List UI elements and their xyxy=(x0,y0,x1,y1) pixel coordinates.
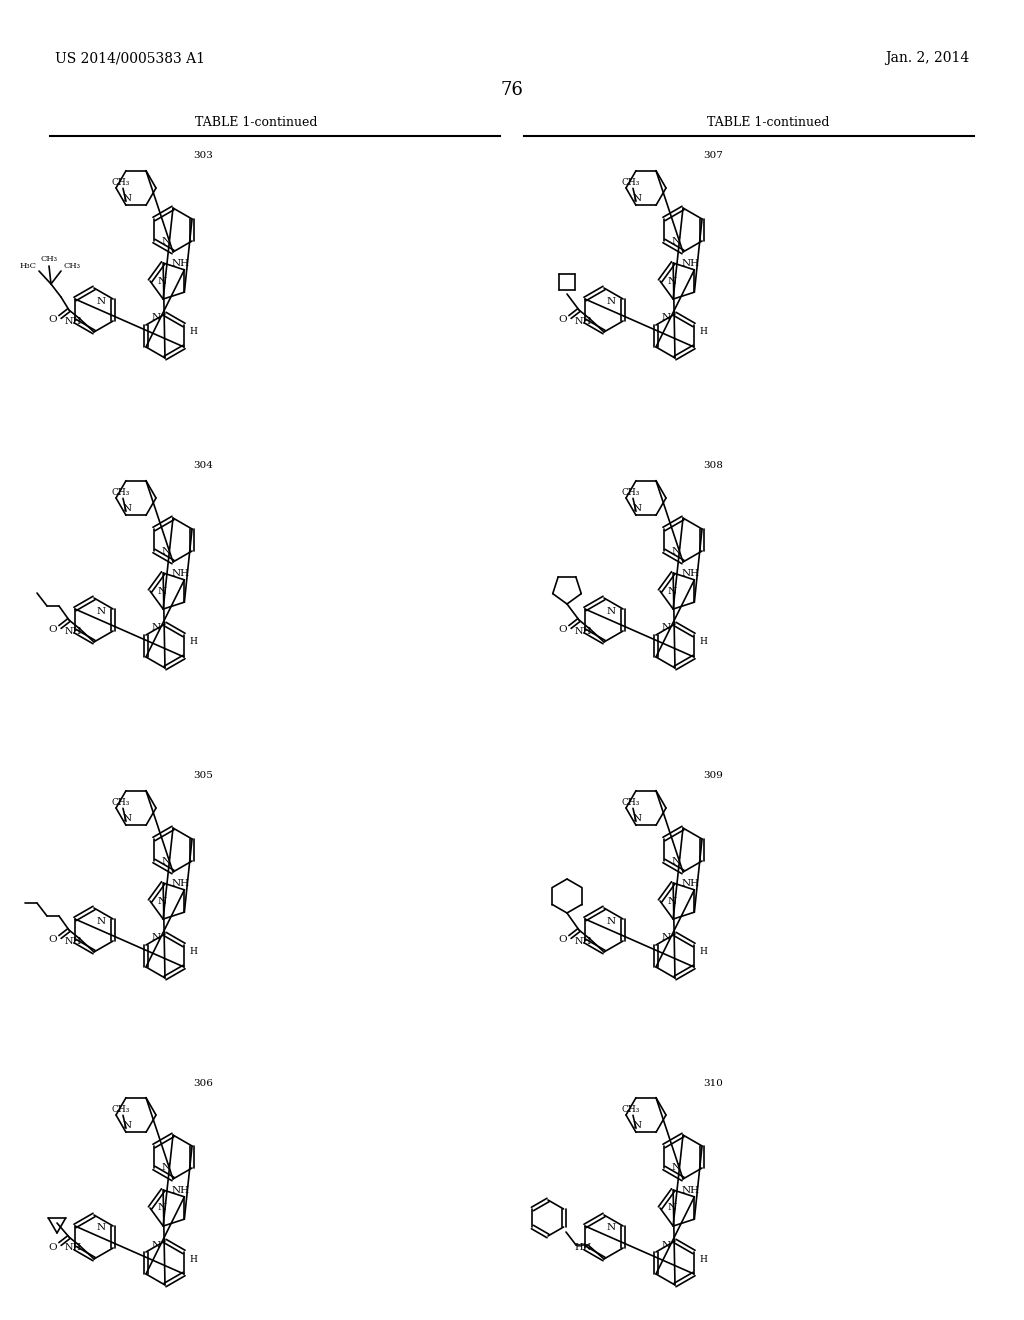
Text: TABLE 1-continued: TABLE 1-continued xyxy=(707,116,829,128)
Text: NH: NH xyxy=(681,569,699,578)
Text: NH: NH xyxy=(65,317,82,326)
Text: 303: 303 xyxy=(194,152,213,161)
Text: H: H xyxy=(699,948,707,957)
Text: 309: 309 xyxy=(703,771,723,780)
Text: N: N xyxy=(662,314,671,322)
Text: O: O xyxy=(559,315,567,325)
Text: CH₃: CH₃ xyxy=(112,1105,130,1114)
Text: N: N xyxy=(152,314,161,322)
Text: N: N xyxy=(607,1224,616,1233)
Text: 304: 304 xyxy=(194,462,213,470)
Text: N: N xyxy=(97,1224,106,1233)
Text: NH: NH xyxy=(171,879,189,888)
Text: N: N xyxy=(97,297,106,305)
Text: N: N xyxy=(162,857,171,866)
Text: H: H xyxy=(699,327,707,337)
Text: NH: NH xyxy=(681,879,699,888)
Text: N: N xyxy=(152,1241,161,1250)
Text: CH₃: CH₃ xyxy=(622,488,640,496)
Text: O: O xyxy=(49,936,57,945)
Text: N: N xyxy=(672,1163,681,1172)
Text: US 2014/0005383 A1: US 2014/0005383 A1 xyxy=(55,51,205,65)
Text: N: N xyxy=(123,1121,131,1130)
Text: H: H xyxy=(189,1254,197,1263)
Text: N: N xyxy=(152,933,161,942)
Text: H₃C: H₃C xyxy=(20,261,37,271)
Text: N: N xyxy=(97,606,106,615)
Text: TABLE 1-continued: TABLE 1-continued xyxy=(195,116,317,128)
Text: O: O xyxy=(49,1242,57,1251)
Text: NH: NH xyxy=(65,936,82,945)
Text: NH: NH xyxy=(65,627,82,635)
Text: H: H xyxy=(699,1254,707,1263)
Text: N: N xyxy=(158,1204,167,1213)
Text: O: O xyxy=(49,315,57,325)
Text: H: H xyxy=(189,327,197,337)
Text: NH: NH xyxy=(171,260,189,268)
Text: N: N xyxy=(668,586,677,595)
Text: N: N xyxy=(162,546,171,556)
Text: N: N xyxy=(123,814,131,822)
Text: O: O xyxy=(559,936,567,945)
Text: 307: 307 xyxy=(703,152,723,161)
Text: N: N xyxy=(672,546,681,556)
Text: CH₃: CH₃ xyxy=(622,797,640,807)
Text: O: O xyxy=(559,626,567,635)
Text: NH: NH xyxy=(681,1187,699,1196)
Text: N: N xyxy=(633,194,642,203)
Text: H: H xyxy=(189,638,197,647)
Text: N: N xyxy=(158,896,167,906)
Text: CH₃: CH₃ xyxy=(63,261,80,271)
Text: CH₃: CH₃ xyxy=(112,178,130,187)
Text: NH: NH xyxy=(171,1187,189,1196)
Text: N: N xyxy=(607,916,616,925)
Text: NH: NH xyxy=(574,627,592,635)
Text: N: N xyxy=(662,623,671,632)
Text: CH₃: CH₃ xyxy=(41,255,57,263)
Text: N: N xyxy=(668,1204,677,1213)
Text: N: N xyxy=(607,297,616,305)
Text: N: N xyxy=(668,896,677,906)
Text: N: N xyxy=(123,504,131,513)
Text: N: N xyxy=(152,623,161,632)
Text: N: N xyxy=(158,276,167,285)
Text: N: N xyxy=(668,276,677,285)
Text: 306: 306 xyxy=(194,1078,213,1088)
Text: CH₃: CH₃ xyxy=(112,797,130,807)
Text: N: N xyxy=(162,1163,171,1172)
Text: NH: NH xyxy=(574,936,592,945)
Text: 308: 308 xyxy=(703,462,723,470)
Text: N: N xyxy=(158,586,167,595)
Text: H: H xyxy=(189,948,197,957)
Text: NH: NH xyxy=(171,569,189,578)
Text: 76: 76 xyxy=(501,81,523,99)
Text: N: N xyxy=(607,606,616,615)
Text: NH: NH xyxy=(65,1243,82,1253)
Text: N: N xyxy=(633,814,642,822)
Text: N: N xyxy=(672,236,681,246)
Text: CH₃: CH₃ xyxy=(622,1105,640,1114)
Text: 310: 310 xyxy=(703,1078,723,1088)
Text: N: N xyxy=(97,916,106,925)
Text: N: N xyxy=(662,1241,671,1250)
Text: CH₃: CH₃ xyxy=(112,488,130,496)
Text: N: N xyxy=(672,857,681,866)
Text: CH₃: CH₃ xyxy=(622,178,640,187)
Text: 305: 305 xyxy=(194,771,213,780)
Text: Jan. 2, 2014: Jan. 2, 2014 xyxy=(885,51,969,65)
Text: H: H xyxy=(699,638,707,647)
Text: N: N xyxy=(123,194,131,203)
Text: N: N xyxy=(633,504,642,513)
Text: N: N xyxy=(633,1121,642,1130)
Text: NH: NH xyxy=(681,260,699,268)
Text: N: N xyxy=(662,933,671,942)
Text: NH: NH xyxy=(574,317,592,326)
Text: N: N xyxy=(162,236,171,246)
Text: HN: HN xyxy=(574,1243,592,1253)
Text: O: O xyxy=(49,626,57,635)
